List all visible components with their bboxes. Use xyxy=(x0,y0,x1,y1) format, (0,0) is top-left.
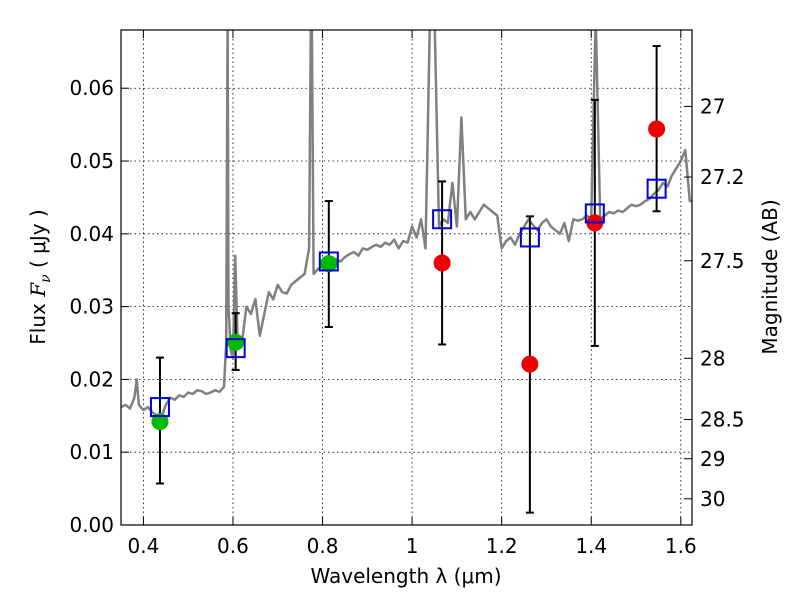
data-point xyxy=(227,333,245,351)
data-point xyxy=(151,413,169,431)
model-flux-square xyxy=(519,227,540,248)
model-flux-square xyxy=(225,338,246,359)
model-flux-square xyxy=(149,397,170,418)
y-axis-title: Flux Fν ( μJy ) xyxy=(26,209,54,344)
x-tick-label: 1 xyxy=(406,534,419,558)
y-tick-label: 0.06 xyxy=(69,76,114,100)
y2-tick-label: 27.5 xyxy=(700,249,745,273)
y-axis-title-post: ( μJy ) xyxy=(26,209,50,274)
model-flux-square xyxy=(584,203,605,224)
sed-template-layer xyxy=(121,30,692,419)
y2-tick-label: 28.5 xyxy=(700,407,745,431)
sed-template-line xyxy=(121,30,692,419)
y-axis-title-pre: Flux xyxy=(26,297,50,345)
x-tick-label: 0.4 xyxy=(127,534,159,558)
y2-tick-label: 28 xyxy=(700,346,725,370)
data-point xyxy=(320,255,338,273)
y-tick-label: 0.04 xyxy=(69,222,114,246)
x-axis-title: Wavelength λ (μm) xyxy=(310,564,501,588)
model-flux-square xyxy=(432,209,453,230)
data-point xyxy=(433,254,451,272)
y-tick-label: 0.02 xyxy=(69,367,114,391)
y-axis-title-sub: ν xyxy=(38,274,54,283)
axis-ticks: 0.4 0.6 0.8 1 1.2 1.4 1.6 0.00 0.01 0.02 0.03 0.04 0… xyxy=(69,30,745,558)
x-tick-label: 1.4 xyxy=(575,534,607,558)
y-tick-label: 0.00 xyxy=(69,513,114,537)
y-axis-title-var: F xyxy=(26,282,50,298)
plot-frame xyxy=(120,29,693,526)
y2-tick-label: 29 xyxy=(700,447,725,471)
data-point xyxy=(648,120,666,138)
x-tick-label: 0.6 xyxy=(217,534,249,558)
y-tick-label: 0.03 xyxy=(69,295,114,319)
model-flux-square xyxy=(318,251,339,272)
data-point xyxy=(521,355,539,373)
model-flux-square xyxy=(646,178,667,199)
x-tick-label: 0.8 xyxy=(307,534,339,558)
y2-axis-title: Magnitude (AB) xyxy=(758,199,782,354)
y-tick-label: 0.05 xyxy=(69,149,114,173)
y2-tick-label: 27 xyxy=(700,94,725,118)
x-tick-label: 1.2 xyxy=(486,534,518,558)
y2-tick-label: 27.2 xyxy=(700,165,745,189)
y2-tick-label: 30 xyxy=(700,487,725,511)
x-tick-label: 1.6 xyxy=(665,534,697,558)
error-bars xyxy=(155,45,661,514)
data-markers xyxy=(149,120,667,431)
y-tick-label: 0.01 xyxy=(69,440,114,464)
gridlines xyxy=(121,30,692,526)
